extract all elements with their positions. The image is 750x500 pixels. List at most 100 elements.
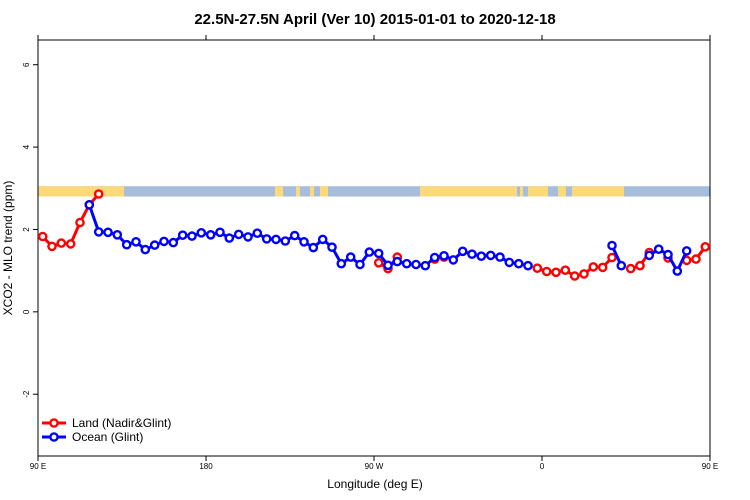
data-point [691, 254, 701, 264]
data-point [663, 249, 673, 260]
data-point [616, 260, 627, 271]
data-point [709, 244, 710, 247]
data-point [252, 228, 263, 238]
land-ocean-band [38, 186, 710, 197]
data-point [308, 242, 319, 253]
data-point [739, 240, 746, 247]
data-point [56, 238, 67, 248]
x-tick-label: 90 E [30, 462, 46, 471]
land-region [528, 186, 548, 197]
land-region [520, 186, 523, 197]
y-tick-label: 2 [22, 227, 31, 232]
data-point [607, 252, 617, 263]
land-region [310, 186, 314, 197]
x-axis-label: Longitude (deg E) [327, 477, 422, 491]
data-point [317, 234, 328, 245]
data-point [261, 234, 272, 244]
data-point [38, 231, 48, 242]
y-tick-label: -2 [22, 390, 31, 398]
data-point [271, 234, 281, 245]
data-point [513, 258, 524, 269]
data-point [47, 241, 57, 252]
land-region [275, 186, 283, 197]
data-point [467, 249, 477, 259]
data-point [653, 244, 664, 254]
data-point [93, 227, 104, 237]
data-point [364, 247, 375, 257]
data-point [560, 265, 571, 276]
data-point [187, 231, 197, 241]
land-region [572, 186, 624, 197]
x-tick-label: 90 W [365, 462, 384, 471]
data-point [243, 232, 253, 242]
x-axis-top [37, 35, 711, 40]
data-point [345, 252, 356, 262]
data-point [429, 252, 440, 263]
data-point [504, 257, 515, 268]
data-point [299, 236, 309, 247]
data-point [373, 248, 384, 259]
series-line [87, 204, 529, 268]
data-point [635, 260, 645, 271]
data-point [93, 189, 104, 199]
x-tick-label: 90 E [702, 462, 718, 471]
series-line [686, 244, 710, 262]
data-point [523, 260, 533, 271]
data-point [672, 266, 683, 276]
data-point [420, 260, 431, 271]
data-point [532, 263, 543, 274]
data-point [131, 236, 141, 247]
series-layer [38, 189, 746, 281]
data-point [411, 259, 421, 270]
data-point [224, 233, 235, 243]
chart-title: 22.5N-27.5N April (Ver 10) 2015-01-01 to… [194, 11, 555, 28]
data-point [392, 256, 403, 267]
data-point [233, 229, 244, 240]
data-point [289, 230, 300, 241]
legend-label: Land (Nadir&Glint) [72, 416, 171, 430]
land-region [420, 186, 517, 197]
series-ocean [84, 199, 692, 276]
data-point [541, 266, 552, 277]
data-point [112, 229, 123, 240]
x-tick-label: 180 [199, 462, 213, 471]
data-point [485, 250, 496, 261]
data-point [401, 258, 412, 269]
data-point [159, 236, 169, 247]
data-point [75, 217, 85, 228]
data-point [327, 242, 337, 252]
data-point [196, 227, 207, 238]
data-point [597, 262, 608, 273]
data-point [625, 263, 636, 274]
y-axis: -2 0 2 4 6 [22, 62, 38, 398]
legend-marker [49, 418, 59, 428]
y-tick-label: 4 [22, 144, 31, 149]
data-point [569, 271, 580, 281]
data-point [644, 250, 655, 261]
data-point [84, 199, 95, 210]
data-point [439, 250, 449, 261]
data-point [579, 269, 589, 279]
legend-marker [49, 432, 59, 442]
x-tick-label: 0 [540, 462, 545, 471]
data-point [383, 260, 393, 271]
data-point [355, 259, 365, 270]
data-point [457, 246, 468, 257]
data-point [373, 257, 384, 268]
land-region [558, 186, 566, 197]
data-point [448, 255, 459, 265]
data-point [588, 262, 599, 272]
data-point [476, 251, 487, 262]
data-point [551, 267, 561, 278]
land-region [38, 186, 124, 197]
data-point [607, 240, 617, 251]
data-point [720, 234, 727, 241]
y-tick-label: 0 [22, 309, 31, 314]
y-tick-label: 6 [22, 62, 31, 67]
data-point [168, 237, 179, 248]
legend-label: Ocean (Glint) [72, 430, 143, 444]
ocean-band [38, 186, 710, 197]
data-point [495, 252, 505, 262]
data-point [103, 227, 113, 238]
